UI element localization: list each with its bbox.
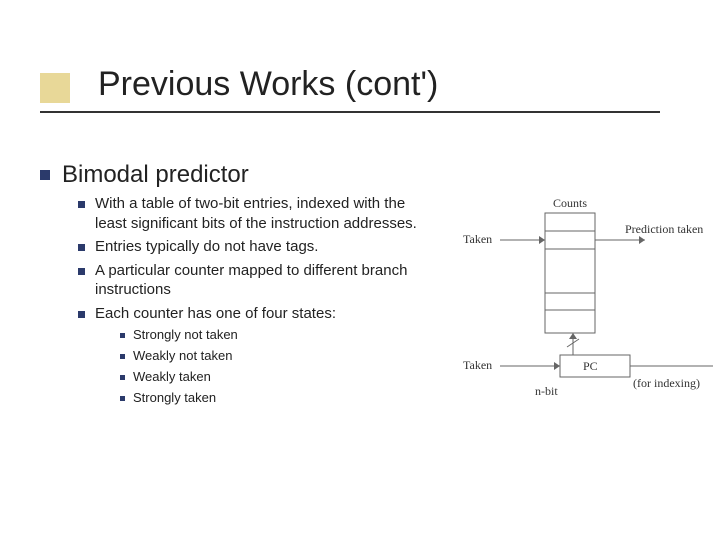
title-underline — [40, 111, 660, 113]
list-item: Strongly not taken — [120, 327, 440, 344]
list-item: Each counter has one of four states: — [78, 304, 440, 324]
bimodal-diagram: Counts Taken Prediction taken Taken PC n… — [455, 195, 715, 405]
square-bullet-icon — [120, 354, 125, 359]
label-taken-bottom: Taken — [463, 358, 492, 372]
label-counts: Counts — [553, 196, 587, 210]
square-bullet-icon — [120, 333, 125, 338]
accent-square — [40, 73, 70, 103]
square-bullet-icon — [120, 375, 125, 380]
bullet-text: A particular counter mapped to different… — [95, 261, 440, 300]
heading-text: Bimodal predictor — [62, 160, 249, 190]
slide-title: Previous Works (cont') — [98, 65, 438, 104]
list-item: Weakly taken — [120, 369, 440, 386]
state-text: Strongly not taken — [133, 327, 238, 344]
list-item: Weakly not taken — [120, 348, 440, 365]
list-item: Entries typically do not have tags. — [78, 237, 440, 257]
square-bullet-icon — [78, 311, 85, 318]
label-indexing: (for indexing) — [633, 376, 700, 390]
sub-bullet-list: Strongly not taken Weakly not taken Weak… — [120, 327, 440, 407]
square-bullet-icon — [78, 244, 85, 251]
bullet-list: With a table of two-bit entries, indexed… — [78, 194, 440, 323]
state-text: Strongly taken — [133, 390, 216, 407]
state-text: Weakly not taken — [133, 348, 232, 365]
label-prediction: Prediction taken — [625, 222, 703, 236]
state-text: Weakly taken — [133, 369, 211, 386]
list-item: With a table of two-bit entries, indexed… — [78, 194, 440, 233]
square-bullet-icon — [40, 170, 50, 180]
bullet-text: Entries typically do not have tags. — [95, 237, 318, 257]
label-pc: PC — [583, 359, 598, 373]
label-nbit: n-bit — [535, 384, 558, 398]
bullet-text: With a table of two-bit entries, indexed… — [95, 194, 440, 233]
list-item: Strongly taken — [120, 390, 440, 407]
square-bullet-icon — [78, 268, 85, 275]
square-bullet-icon — [78, 201, 85, 208]
list-item: A particular counter mapped to different… — [78, 261, 440, 300]
square-bullet-icon — [120, 396, 125, 401]
label-taken-left: Taken — [463, 232, 492, 246]
heading-row: Bimodal predictor — [40, 160, 440, 190]
content-area: Bimodal predictor With a table of two-bi… — [40, 160, 440, 411]
bullet-text: Each counter has one of four states: — [95, 304, 336, 324]
